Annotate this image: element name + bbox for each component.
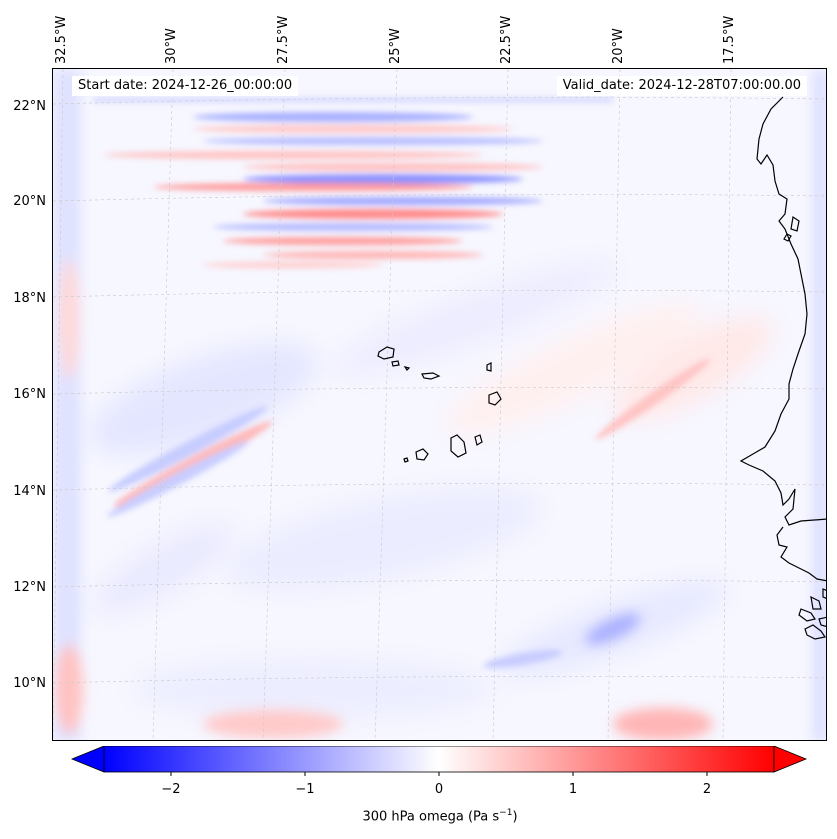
- lat-label-18n: 18°N: [13, 291, 46, 306]
- island-sao-nicolau: [421, 372, 441, 380]
- edge-bands: [53, 69, 826, 740]
- lon-label-25w: 25°W: [388, 28, 403, 64]
- lon-label-30w: 30°W: [164, 28, 179, 64]
- lat-label-14n: 14°N: [13, 484, 46, 499]
- island-brava: [403, 457, 409, 463]
- lon-label-17-5w: 17.5°W: [722, 15, 737, 64]
- colorbar-variable: 300 hPa omega: [362, 809, 464, 825]
- lon-label-32-5w: 32.5°W: [54, 15, 69, 64]
- background-patches: [89, 262, 773, 719]
- island-santa-luzia: [403, 366, 411, 371]
- lon-label-20w: 20°W: [611, 28, 626, 64]
- lat-label-22n: 22°N: [13, 99, 46, 114]
- island-boa-vista: [488, 391, 502, 406]
- colorbar: [70, 746, 808, 776]
- colorbar-label: 300 hPa omega (Pa s−1): [0, 808, 837, 824]
- island-sal: [486, 362, 492, 372]
- lat-label-12n: 12°N: [13, 580, 46, 595]
- colorbar-gradient: [103, 746, 775, 773]
- colorbar-min-extension: [70, 746, 105, 773]
- colorbar-max-extension: [773, 746, 808, 773]
- diagonal-stripes: [107, 358, 711, 669]
- lon-label-22-5w: 22.5°W: [499, 15, 514, 64]
- colorbar-tick-label: 2: [702, 782, 712, 797]
- omega-field-map: [53, 69, 826, 740]
- island-sao-vicente: [391, 360, 400, 367]
- colorbar-units-close: ): [512, 809, 518, 825]
- island-santiago: [450, 434, 467, 458]
- cape-verde-islands: [377, 346, 502, 463]
- lat-label-16n: 16°N: [13, 387, 46, 402]
- lon-label-27-5w: 27.5°W: [276, 15, 291, 64]
- african-coastline: [739, 96, 826, 640]
- valid-date-label: Valid_date: 2024-12-28T07:00:00.00: [556, 76, 807, 96]
- map-panel[interactable]: [52, 68, 827, 741]
- start-date-label: Start date: 2024-12-26_00:00:00: [72, 76, 299, 96]
- colorbar-tick-label: −2: [161, 782, 181, 797]
- colorbar-units: (Pa s: [467, 809, 500, 825]
- gridlines: [53, 69, 826, 740]
- lat-label-10n: 10°N: [13, 676, 46, 691]
- island-maio: [474, 434, 483, 446]
- lat-label-20n: 20°N: [13, 194, 46, 209]
- colorbar-units-exponent: −1: [499, 808, 513, 818]
- colorbar-tick-label: 0: [434, 782, 444, 797]
- island-santo-antao: [377, 346, 395, 360]
- colorbar-tick-label: −1: [295, 782, 315, 797]
- colorbar-tick-label: 1: [568, 782, 578, 797]
- island-fogo: [415, 448, 429, 461]
